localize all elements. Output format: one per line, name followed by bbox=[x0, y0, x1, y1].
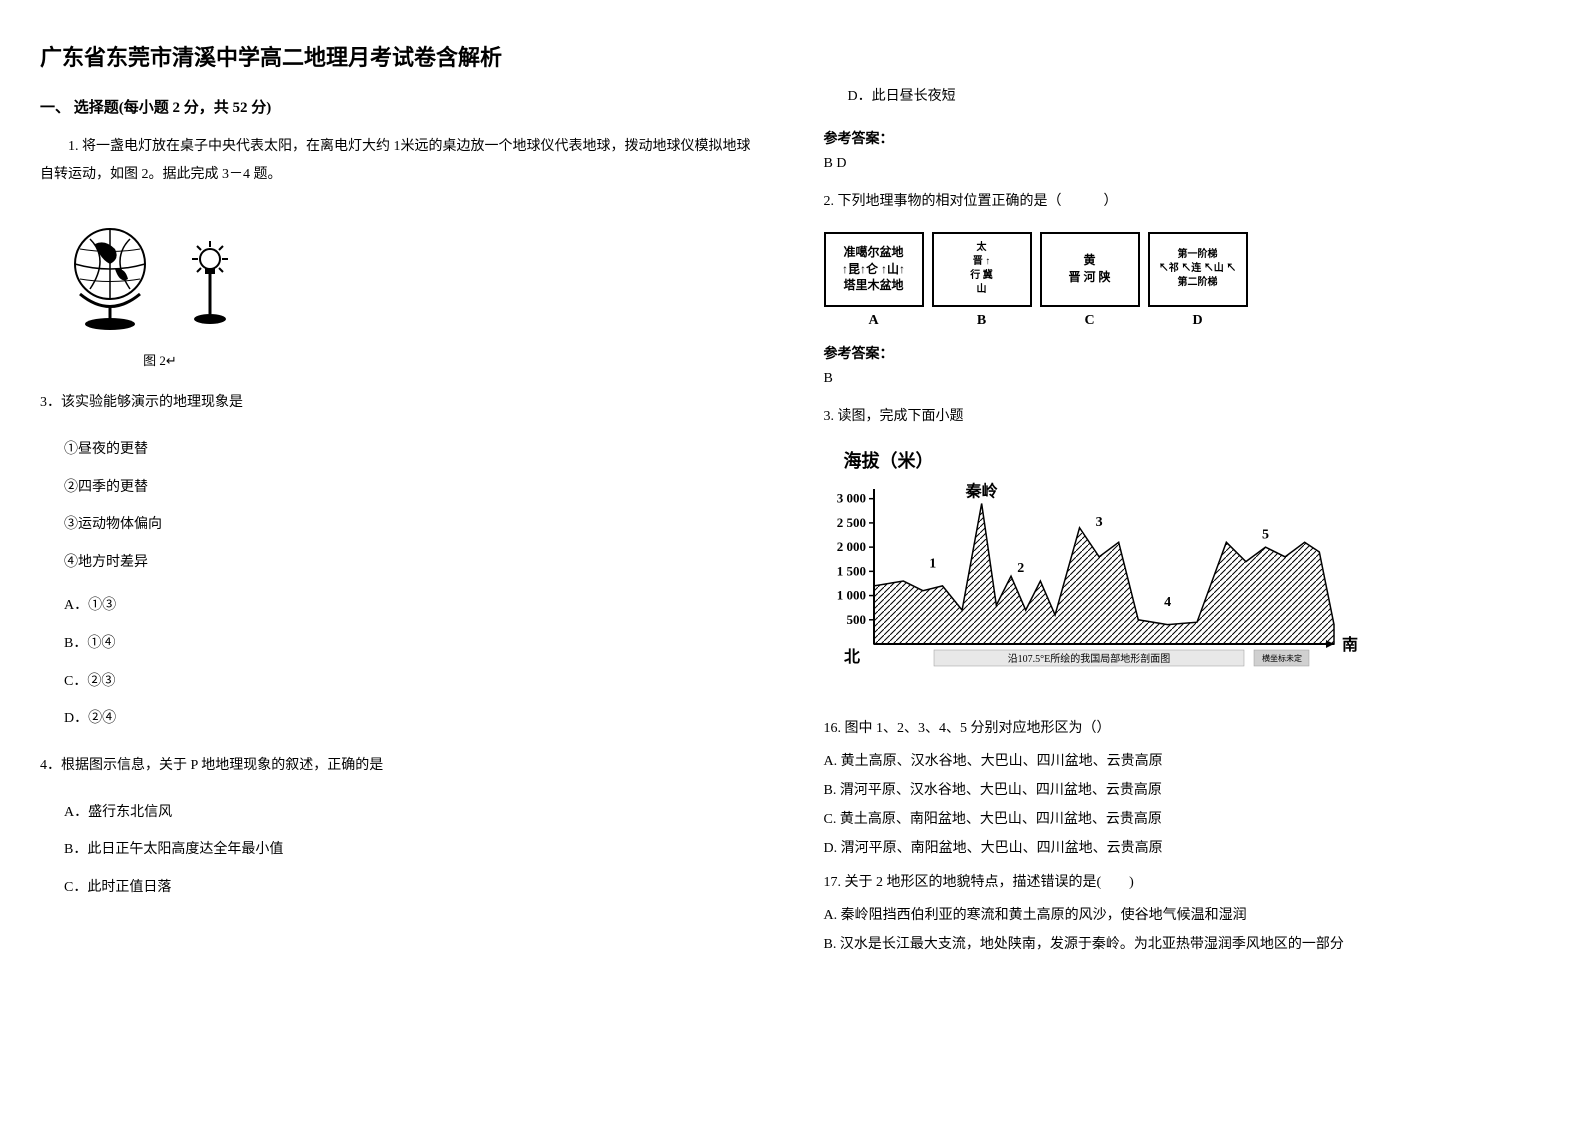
answer-label: 参考答案： bbox=[824, 343, 1548, 363]
q4-option-c: C．此时正值日落 bbox=[64, 871, 764, 905]
q3-option-a: A．①③ bbox=[64, 589, 764, 623]
q1-intro: 1. 将一盏电灯放在桌子中央代表太阳，在离电灯大约 1米远的桌边放一个地球仪代表… bbox=[40, 133, 764, 189]
figure-globe: 图 2↵ bbox=[60, 209, 764, 369]
q17-stem: 17. 关于 2 地形区的地貌特点，描述错误的是( ) bbox=[824, 870, 1548, 895]
svg-text:1 000: 1 000 bbox=[836, 587, 865, 602]
page-title: 广东省东莞市清溪中学高二地理月考试卷含解析 bbox=[40, 40, 764, 72]
q3-option-c: C．②③ bbox=[64, 665, 764, 699]
q2-answer: B bbox=[824, 371, 1548, 387]
figure-caption: 图 2↵ bbox=[60, 350, 260, 369]
q4-option-b: B．此日正午太阳高度达全年最小值 bbox=[64, 833, 764, 867]
q2-diagram-b: 太 晋 ↑ 行 冀 山 bbox=[932, 232, 1032, 307]
svg-text:2 000: 2 000 bbox=[836, 539, 865, 554]
q2-diagram-c: 黄 晋 河 陕 bbox=[1040, 232, 1140, 307]
svg-text:1 500: 1 500 bbox=[836, 563, 865, 578]
diagram-letter: D bbox=[1192, 313, 1202, 329]
svg-text:北: 北 bbox=[844, 648, 860, 666]
svg-text:秦岭: 秦岭 bbox=[964, 481, 997, 500]
q2-stem: 2. 下列地理事物的相对位置正确的是（ ） bbox=[824, 188, 1548, 216]
chart-title: 海拔（米） bbox=[844, 447, 1548, 473]
q17-option-a: A. 秦岭阻挡西伯利亚的寒流和黄土高原的风沙，使谷地气候温和湿润 bbox=[824, 903, 1548, 928]
q16-option-b: B. 渭河平原、汉水谷地、大巴山、四川盆地、云贵高原 bbox=[824, 778, 1548, 803]
q2-diagram-row: 准噶尔盆地 ↑昆↑仑 ↑山↑ 塔里木盆地 A 太 晋 ↑ 行 冀 山 B 黄 晋 bbox=[824, 232, 1548, 329]
q4-option-d: D．此日昼长夜短 bbox=[848, 80, 1548, 114]
svg-text:3 000: 3 000 bbox=[836, 490, 865, 505]
q1-answer: B D bbox=[824, 156, 1548, 172]
svg-text:4: 4 bbox=[1164, 595, 1171, 610]
diagram-letter: A bbox=[868, 313, 878, 329]
q16-stem: 16. 图中 1、2、3、4、5 分别对应地形区为（） bbox=[824, 716, 1548, 741]
q3-option-b: B．①④ bbox=[64, 627, 764, 661]
q3-option-d: D．②④ bbox=[64, 702, 764, 736]
q3-stem: 3．该实验能够演示的地理现象是 bbox=[40, 389, 764, 417]
q17-option-b: B. 汉水是长江最大支流，地处陕南，发源于秦岭。为北亚热带湿润季风地区的一部分 bbox=[824, 932, 1548, 957]
svg-text:1: 1 bbox=[929, 556, 936, 571]
svg-text:5: 5 bbox=[1261, 527, 1268, 542]
q16-option-a: A. 黄土高原、汉水谷地、大巴山、四川盆地、云贵高原 bbox=[824, 749, 1548, 774]
q16-option-c: C. 黄土高原、南阳盆地、大巴山、四川盆地、云贵高原 bbox=[824, 807, 1548, 832]
answer-label: 参考答案： bbox=[824, 128, 1548, 148]
q2-diagram-a: 准噶尔盆地 ↑昆↑仑 ↑山↑ 塔里木盆地 bbox=[824, 232, 924, 307]
diagram-letter: C bbox=[1084, 313, 1094, 329]
q16-option-d: D. 渭河平原、南阳盆地、大巴山、四川盆地、云贵高原 bbox=[824, 836, 1548, 861]
section-header: 一、 选择题(每小题 2 分，共 52 分) bbox=[40, 96, 764, 117]
q3-item: ①昼夜的更替 bbox=[64, 433, 764, 467]
svg-text:2: 2 bbox=[1017, 561, 1024, 576]
svg-text:沿107.5°E所绘的我国局部地形剖面图: 沿107.5°E所绘的我国局部地形剖面图 bbox=[1007, 652, 1170, 665]
elevation-chart: 海拔（米） 3 000 2 500 2 000 1 500 1 000 500 秦岭 1 2 3 4… bbox=[824, 447, 1548, 704]
svg-text:南: 南 bbox=[1342, 635, 1358, 654]
q4-option-a: A．盛行东北信风 bbox=[64, 796, 764, 830]
svg-text:2 500: 2 500 bbox=[836, 515, 865, 530]
diagram-letter: B bbox=[977, 313, 986, 329]
q3b-stem: 3. 读图，完成下面小题 bbox=[824, 403, 1548, 431]
svg-text:3: 3 bbox=[1095, 515, 1102, 530]
svg-text:500: 500 bbox=[846, 611, 866, 626]
q3-item: ④地方时差异 bbox=[64, 546, 764, 580]
q4-stem: 4．根据图示信息，关于 P 地地理现象的叙述，正确的是 bbox=[40, 752, 764, 780]
q3-item: ②四季的更替 bbox=[64, 471, 764, 505]
q3-item: ③运动物体偏向 bbox=[64, 508, 764, 542]
svg-text:横坐标未定: 横坐标未定 bbox=[1262, 653, 1302, 663]
q2-diagram-d: 第一阶梯 ↖祁 ↖连 ↖山 ↖ 第二阶梯 bbox=[1148, 232, 1248, 307]
